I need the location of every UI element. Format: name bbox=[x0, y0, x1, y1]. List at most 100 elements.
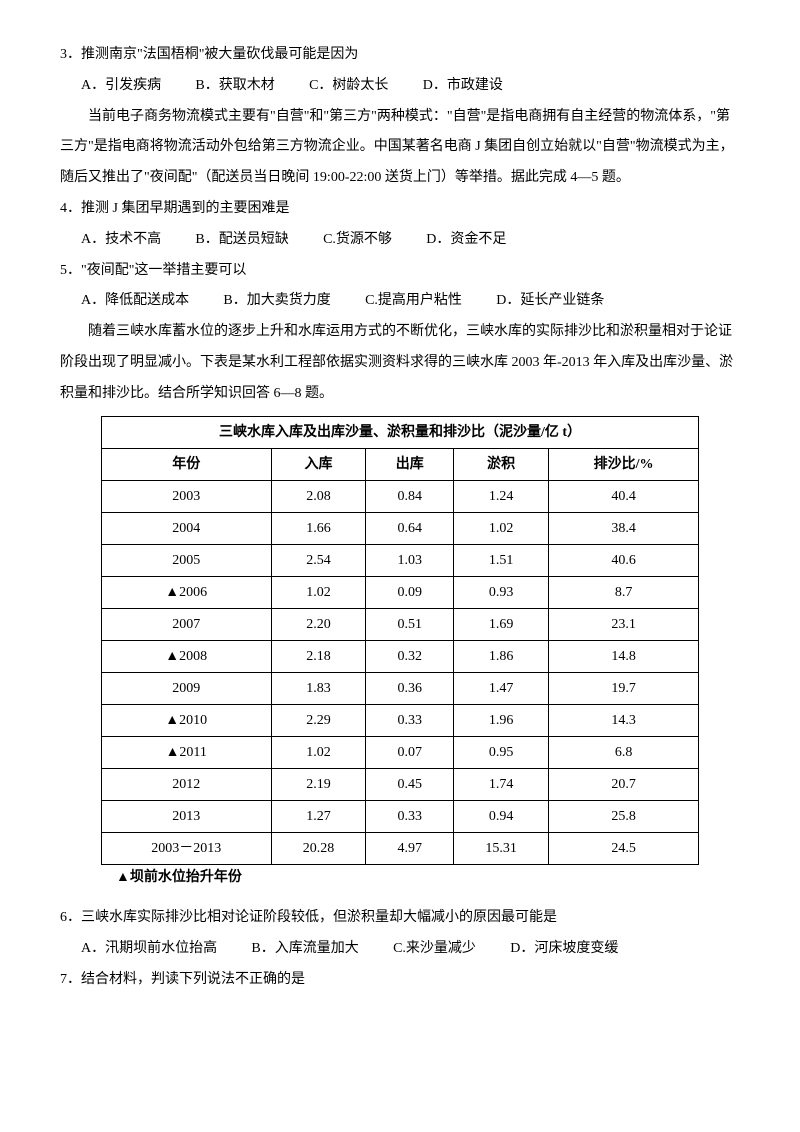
table-cell: 1.24 bbox=[454, 480, 549, 512]
table-cell: 0.45 bbox=[366, 768, 454, 800]
table-cell: 0.94 bbox=[454, 800, 549, 832]
table-cell: 2009 bbox=[101, 672, 271, 704]
table-cell: 2012 bbox=[101, 768, 271, 800]
question-4: 4．推测 J 集团早期遇到的主要困难是 bbox=[60, 194, 740, 225]
table-row: ▲20111.020.070.956.8 bbox=[101, 736, 698, 768]
table-cell: 1.83 bbox=[271, 672, 366, 704]
table-cell: 8.7 bbox=[548, 576, 698, 608]
question-7: 7．结合材料，判读下列说法不正确的是 bbox=[60, 965, 740, 996]
table-cell: ▲2011 bbox=[101, 736, 271, 768]
table-cell: 38.4 bbox=[548, 512, 698, 544]
table-cell: 40.6 bbox=[548, 544, 698, 576]
th-out: 出库 bbox=[366, 448, 454, 480]
table-row: 20032.080.841.2440.4 bbox=[101, 480, 698, 512]
table-cell: 4.97 bbox=[366, 832, 454, 864]
q5-opt-a: A．降低配送成本 bbox=[81, 286, 189, 317]
table-cell: 0.84 bbox=[366, 480, 454, 512]
table-row: 20131.270.330.9425.8 bbox=[101, 800, 698, 832]
table-row: 2003－201320.284.9715.3124.5 bbox=[101, 832, 698, 864]
question-3: 3．推测南京"法国梧桐"被大量砍伐最可能是因为 bbox=[60, 40, 740, 71]
table-cell: ▲2008 bbox=[101, 640, 271, 672]
q5-opt-b: B．加大卖货力度 bbox=[223, 286, 330, 317]
table-title: 三峡水库入库及出库沙量、淤积量和排沙比（泥沙量/亿 t） bbox=[101, 416, 698, 448]
q4-options: A．技术不高 B．配送员短缺 C.货源不够 D．资金不足 bbox=[81, 225, 740, 256]
table-cell: 2.54 bbox=[271, 544, 366, 576]
data-table: 三峡水库入库及出库沙量、淤积量和排沙比（泥沙量/亿 t） 年份 入库 出库 淤积… bbox=[101, 416, 699, 865]
table-cell: 1.51 bbox=[454, 544, 549, 576]
table-cell: 1.96 bbox=[454, 704, 549, 736]
table-cell: 1.02 bbox=[271, 736, 366, 768]
th-year: 年份 bbox=[101, 448, 271, 480]
table-row: 20122.190.451.7420.7 bbox=[101, 768, 698, 800]
q4-opt-b: B．配送员短缺 bbox=[195, 225, 288, 256]
table-body: 20032.080.841.2440.420041.660.641.0238.4… bbox=[101, 480, 698, 864]
table-cell: 1.66 bbox=[271, 512, 366, 544]
th-in: 入库 bbox=[271, 448, 366, 480]
table-row: ▲20082.180.321.8614.8 bbox=[101, 640, 698, 672]
table-cell: 1.69 bbox=[454, 608, 549, 640]
table-header-row: 年份 入库 出库 淤积 排沙比/% bbox=[101, 448, 698, 480]
q3-options: A．引发疾病 B．获取木材 C．树龄太长 D．市政建设 bbox=[81, 71, 740, 102]
q6-opt-c: C.来沙量减少 bbox=[393, 934, 476, 965]
table-cell: 14.8 bbox=[548, 640, 698, 672]
q5-opt-c: C.提高用户粘性 bbox=[365, 286, 462, 317]
q3-opt-d: D．市政建设 bbox=[423, 71, 503, 102]
table-cell: 0.33 bbox=[366, 704, 454, 736]
table-cell: 2.20 bbox=[271, 608, 366, 640]
table-cell: 0.95 bbox=[454, 736, 549, 768]
table-cell: 0.64 bbox=[366, 512, 454, 544]
q6-opt-b: B．入库流量加大 bbox=[251, 934, 358, 965]
q4-opt-a: A．技术不高 bbox=[81, 225, 161, 256]
table-cell: 23.1 bbox=[548, 608, 698, 640]
table-cell: 1.86 bbox=[454, 640, 549, 672]
q4-opt-c: C.货源不够 bbox=[323, 225, 392, 256]
table-cell: 2003 bbox=[101, 480, 271, 512]
th-ratio: 排沙比/% bbox=[548, 448, 698, 480]
table-cell: 1.03 bbox=[366, 544, 454, 576]
table-cell: 2013 bbox=[101, 800, 271, 832]
question-6: 6．三峡水库实际排沙比相对论证阶段较低，但淤积量却大幅减小的原因最可能是 bbox=[60, 903, 740, 934]
table-row: ▲20061.020.090.938.7 bbox=[101, 576, 698, 608]
table-cell: 1.47 bbox=[454, 672, 549, 704]
table-row: 20091.830.361.4719.7 bbox=[101, 672, 698, 704]
table-cell: 2004 bbox=[101, 512, 271, 544]
table-cell: 40.4 bbox=[548, 480, 698, 512]
q3-opt-c: C．树龄太长 bbox=[309, 71, 388, 102]
table-cell: 2.08 bbox=[271, 480, 366, 512]
table-cell: 25.8 bbox=[548, 800, 698, 832]
table-row: 20041.660.641.0238.4 bbox=[101, 512, 698, 544]
table-row: 20052.541.031.5140.6 bbox=[101, 544, 698, 576]
table-cell: 20.28 bbox=[271, 832, 366, 864]
passage-2: 随着三峡水库蓄水位的逐步上升和水库运用方式的不断优化，三峡水库的实际排沙比和淤积… bbox=[60, 317, 740, 409]
table-cell: 0.36 bbox=[366, 672, 454, 704]
table-cell: 2005 bbox=[101, 544, 271, 576]
question-5: 5．"夜间配"这一举措主要可以 bbox=[60, 256, 740, 287]
q3-opt-b: B．获取木材 bbox=[195, 71, 274, 102]
table-cell: 2.18 bbox=[271, 640, 366, 672]
table-cell: 1.27 bbox=[271, 800, 366, 832]
table-cell: 0.07 bbox=[366, 736, 454, 768]
q6-opt-a: A．汛期坝前水位抬高 bbox=[81, 934, 217, 965]
table-title-row: 三峡水库入库及出库沙量、淤积量和排沙比（泥沙量/亿 t） bbox=[101, 416, 698, 448]
table-cell: 20.7 bbox=[548, 768, 698, 800]
q6-opt-d: D．河床坡度变缓 bbox=[510, 934, 618, 965]
table-cell: 14.3 bbox=[548, 704, 698, 736]
table-cell: 0.32 bbox=[366, 640, 454, 672]
table-cell: 1.02 bbox=[271, 576, 366, 608]
table-cell: 0.51 bbox=[366, 608, 454, 640]
q5-opt-d: D．延长产业链条 bbox=[496, 286, 604, 317]
table-cell: 19.7 bbox=[548, 672, 698, 704]
table-cell: ▲2006 bbox=[101, 576, 271, 608]
table-row: ▲20102.290.331.9614.3 bbox=[101, 704, 698, 736]
table-cell: 2007 bbox=[101, 608, 271, 640]
q5-options: A．降低配送成本 B．加大卖货力度 C.提高用户粘性 D．延长产业链条 bbox=[81, 286, 740, 317]
q4-opt-d: D．资金不足 bbox=[426, 225, 506, 256]
table-cell: 1.02 bbox=[454, 512, 549, 544]
q6-options: A．汛期坝前水位抬高 B．入库流量加大 C.来沙量减少 D．河床坡度变缓 bbox=[81, 934, 740, 965]
passage-1: 当前电子商务物流模式主要有"自营"和"第三方"两种模式："自营"是指电商拥有自主… bbox=[60, 102, 740, 194]
table-row: 20072.200.511.6923.1 bbox=[101, 608, 698, 640]
table-note: ▲坝前水位抬升年份 bbox=[116, 867, 740, 889]
table-cell: 2003－2013 bbox=[101, 832, 271, 864]
table-cell: 0.33 bbox=[366, 800, 454, 832]
table-cell: 2.19 bbox=[271, 768, 366, 800]
